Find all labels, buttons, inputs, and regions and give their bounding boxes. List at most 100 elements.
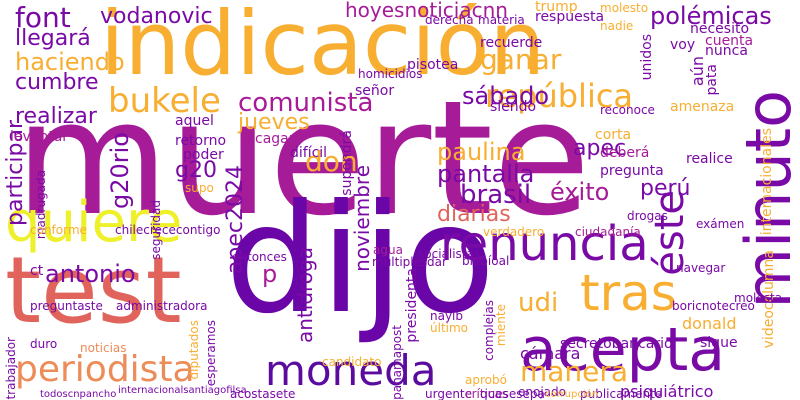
cloud-word: respuesta	[535, 9, 605, 25]
cloud-word: candidato	[322, 355, 382, 369]
cloud-word: noticias	[80, 341, 127, 355]
cloud-word: quesesepa	[480, 387, 545, 400]
cloud-word: perú	[640, 176, 691, 201]
cloud-word: donald	[682, 314, 737, 333]
cloud-word: pata	[704, 64, 720, 96]
cloud-word: vodanovic	[100, 4, 213, 29]
cloud-word: corta	[595, 127, 632, 143]
cloud-word: acepta	[520, 315, 726, 385]
cloud-word: homicidios	[358, 67, 423, 81]
cloud-word: verdadero	[483, 225, 545, 239]
cloud-word: entonces	[232, 250, 287, 264]
cloud-word: socialistas	[418, 247, 481, 261]
cloud-word: brasil	[460, 180, 532, 210]
cloud-word: retorno	[175, 133, 227, 149]
cloud-word: llegará	[15, 26, 91, 51]
cloud-word: conforme	[30, 223, 87, 237]
cloud-word: preguntaste	[30, 299, 103, 313]
cloud-word: voy	[670, 37, 696, 53]
cloud-word: supo	[185, 181, 214, 195]
cloud-word: internacionalsantiagofilsa	[118, 385, 247, 396]
cloud-word: diarias	[437, 202, 511, 227]
cloud-word: font	[15, 1, 71, 34]
cloud-word: corrupción	[545, 389, 599, 400]
cloud-word: jueves	[238, 110, 310, 135]
cloud-word: siendo	[490, 99, 537, 115]
cloud-word: señor	[355, 83, 395, 99]
cloud-word: g20rio	[106, 132, 134, 209]
cloud-word: indicación	[100, 0, 546, 95]
cloud-word: aprobó	[465, 373, 507, 387]
cloud-word: chilecrececontigo	[115, 223, 221, 237]
cloud-word: ciudadanía	[575, 225, 641, 239]
cloud-word: ct	[30, 263, 44, 279]
cloud-word: presidenta	[404, 268, 420, 343]
cloud-word: haciendo	[15, 48, 125, 76]
cloud-word: necesito	[690, 21, 750, 37]
cloud-word: g20	[175, 158, 217, 183]
cloud-word: periodista	[15, 349, 195, 390]
cloud-word: test	[5, 237, 182, 344]
cloud-word: nunca	[705, 43, 748, 59]
cloud-word: difícil	[290, 145, 328, 161]
cloud-word: amenaza	[670, 99, 735, 115]
cloud-word: diputados	[187, 320, 201, 380]
cloud-word: biobíoal	[462, 254, 510, 268]
cloud-word: publicamente	[580, 387, 663, 400]
cloud-word: unidos	[639, 34, 655, 81]
cloud-word: pregunta	[600, 163, 664, 179]
cloud-word: ganar	[480, 43, 562, 76]
cloud-word: materia	[478, 13, 525, 27]
cloud-word: comunista	[238, 88, 374, 118]
cloud-word: p	[262, 260, 278, 288]
cloud-word: internacionales	[759, 128, 775, 236]
cloud-word: pantalla	[437, 160, 535, 188]
cloud-word: reconoce	[600, 103, 655, 117]
cloud-word: levantar	[10, 129, 69, 145]
cloud-word: panamapost	[390, 325, 404, 400]
cloud-word: agua	[373, 243, 403, 257]
cloud-word: antidroga	[293, 247, 317, 343]
cloud-word: manera	[520, 355, 629, 388]
cloud-word: urgente	[425, 387, 473, 400]
cloud-word: cámara	[520, 344, 581, 363]
cloud-word: último	[430, 321, 469, 335]
cloud-word: nayib	[430, 309, 464, 323]
cloud-word: aquel	[175, 113, 214, 129]
cloud-word: navegar	[676, 261, 726, 275]
cloud-word: críticas	[465, 387, 509, 400]
cloud-word: muerte	[15, 67, 591, 251]
cloud-word: esperamos	[204, 320, 218, 387]
cloud-word: udi	[518, 288, 559, 318]
cloud-word: miente	[494, 304, 508, 347]
cloud-word: trabajador	[4, 337, 18, 400]
cloud-word: supondrá	[339, 130, 355, 196]
cloud-word: paulina	[437, 138, 526, 166]
cloud-word: éxito	[550, 178, 610, 206]
cloud-word: sábado	[462, 82, 550, 110]
cloud-word: bukele	[108, 81, 221, 121]
cloud-word: deberá	[600, 145, 650, 161]
cloud-word: todoscnpancho	[40, 389, 117, 400]
cloud-word: república	[485, 77, 634, 115]
cloud-word: sigue	[700, 335, 738, 351]
cloud-word: administradora	[116, 299, 208, 313]
cloud-word: múltiples	[372, 255, 428, 269]
cloud-word: poder	[183, 147, 224, 163]
cloud-word: duro	[30, 337, 58, 351]
cloud-word: tras	[580, 264, 677, 322]
cloud-word: exámen	[696, 217, 745, 231]
cloud-word: boricnotecreo	[672, 299, 755, 313]
cloud-word: molesto	[600, 1, 649, 15]
cloud-word: renuncia	[440, 216, 649, 272]
cloud-word: molesta	[734, 291, 783, 305]
cloud-word: trump	[535, 0, 578, 15]
cloud-word: hoyesnoticiacnn	[345, 0, 508, 22]
cloud-word: dar	[427, 255, 447, 269]
cloud-word: cumbre	[15, 70, 99, 95]
cloud-word: pisotea	[407, 57, 459, 73]
cloud-word: secretobancario	[560, 336, 673, 352]
cloud-word: recuerde	[480, 35, 543, 51]
cloud-word: antonio	[45, 260, 136, 288]
